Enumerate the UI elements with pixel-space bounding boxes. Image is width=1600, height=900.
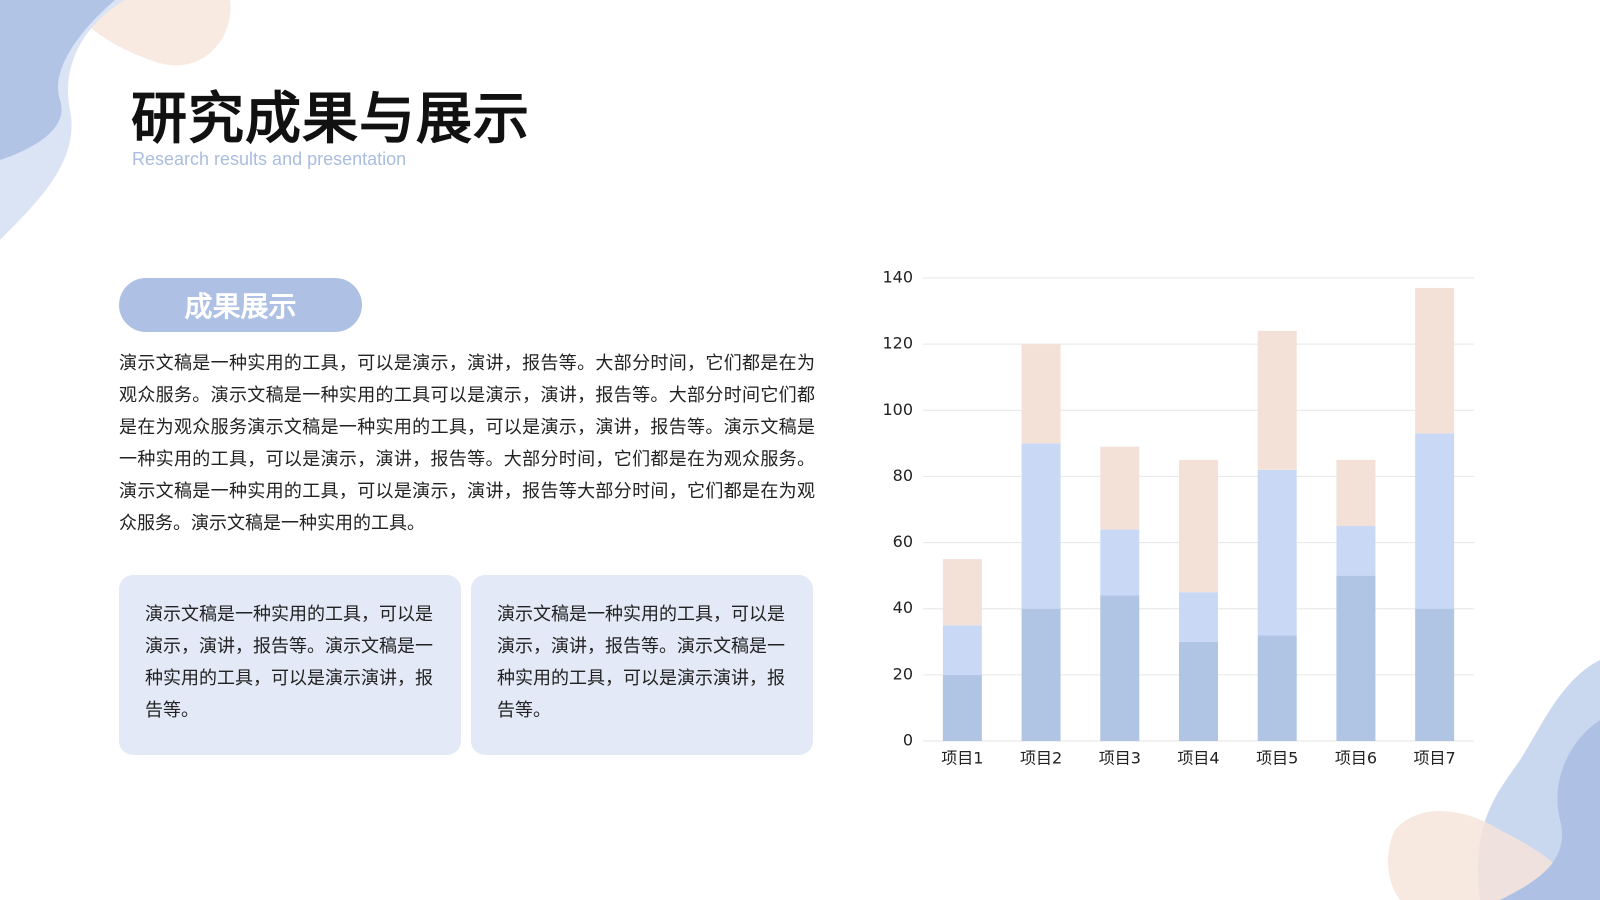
bar-segment [942,674,982,741]
bar-segment [1179,592,1218,642]
card: 演示文稿是一种实用的工具，可以是演示，演讲，报告等。演示文稿是一种实用的工具，可… [471,575,813,755]
bar-segment [942,625,982,675]
bar-segment [1257,469,1297,636]
x-tick-label: 项目3 [1099,749,1141,768]
bar-segment [1179,641,1218,741]
bar-segment [1415,608,1455,741]
bar-segment [1100,595,1140,741]
bar-segment [1021,608,1061,741]
bar-segment [1257,330,1297,470]
bar-segment [1100,446,1140,530]
x-tick-label: 项目5 [1256,749,1298,768]
y-tick-label: 0 [903,731,913,750]
bar-segment [1100,529,1140,596]
y-tick-label: 20 [893,664,913,683]
bar-segment [1336,575,1376,741]
x-tick-label: 项目6 [1335,749,1377,768]
paragraph: 演示文稿是一种实用的工具，可以是演示，演讲，报告等。大部分时间，它们都是在为观众… [119,353,815,534]
y-tick-label: 60 [893,532,913,551]
bar-segment [1021,443,1061,609]
y-tick-label: 120 [882,334,913,353]
title: 研究成果与展示 [131,87,530,152]
bar-segment [942,559,982,626]
bar-segment [1415,287,1455,434]
y-tick-label: 140 [882,268,913,287]
bar-segment [1257,635,1297,741]
x-tick-label: 项目1 [941,749,983,768]
bar-segment [1179,459,1218,593]
x-tick-label: 项目4 [1177,749,1219,768]
bar-segment [1336,459,1376,527]
subtitle: Research results and presentation [132,149,407,169]
y-tick-label: 100 [882,400,913,419]
y-tick-label: 40 [893,598,913,617]
x-tick-label: 项目2 [1020,749,1062,768]
bar-segment [1336,526,1376,576]
x-tick-label: 项目7 [1414,749,1456,768]
bar-segment [1021,344,1061,444]
section-label: 成果展示 [119,278,362,332]
card: 演示文稿是一种实用的工具，可以是演示，演讲，报告等。演示文稿是一种实用的工具，可… [119,575,461,755]
y-tick-label: 80 [893,466,913,485]
bar-segment [1415,433,1455,609]
